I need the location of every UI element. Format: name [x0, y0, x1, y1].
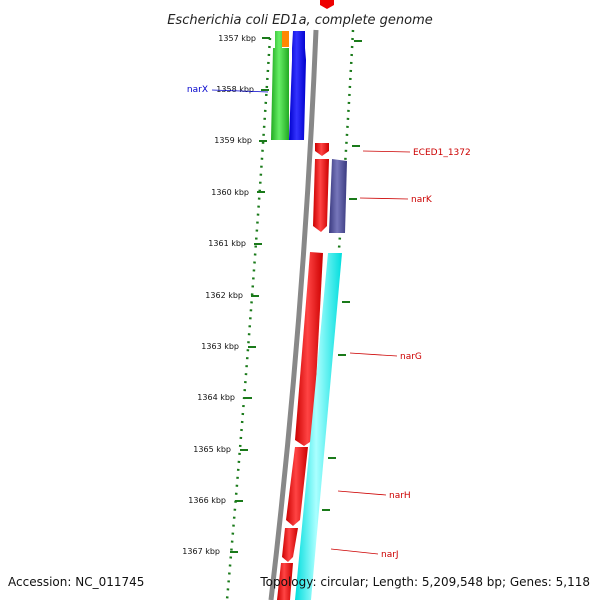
tick-label: 1367 kbp	[182, 547, 220, 556]
tick-label: 1362 kbp	[205, 291, 243, 300]
narX-leader	[211, 89, 269, 93]
gene-label-narG: narG	[400, 352, 422, 362]
tick-label: 1361 kbp	[208, 239, 246, 248]
gene-label-narX: narX	[187, 85, 208, 95]
topology-text: Topology: circular; Length: 5,209,548 bp…	[259, 575, 590, 589]
tick-labels: 1357 kbp 1358 kbp 1359 kbp 1360 kbp 1361…	[182, 34, 256, 556]
gene-red-narJ	[282, 528, 298, 562]
tick-label: 1359 kbp	[214, 136, 252, 145]
genome-backbone	[268, 29, 319, 600]
gene-label-ECED1_1372: ECED1_1372	[413, 148, 471, 158]
narK-leader	[359, 197, 409, 200]
tick-label: 1364 kbp	[197, 393, 235, 402]
gene-label-leaders	[211, 89, 411, 555]
gene-narX-blue	[289, 31, 306, 140]
tick-label: 1366 kbp	[188, 496, 226, 505]
gene-label-narJ: narJ	[381, 550, 399, 560]
narH-leader	[337, 490, 387, 496]
gene-ECED1_1372	[315, 143, 329, 156]
gene-red-narG	[295, 252, 323, 446]
gene-orange-segment	[282, 31, 289, 47]
accession-text: Accession: NC_011745	[8, 575, 144, 589]
map-title: Escherichia coli ED1a, complete genome	[167, 13, 433, 28]
tick-marks	[230, 37, 362, 553]
gene-top-red	[320, 0, 334, 9]
gene-red-narK	[313, 159, 329, 232]
gene-label-narK: narK	[411, 195, 433, 205]
left-dotted-track	[225, 37, 272, 600]
ECED1_1372-leader	[362, 150, 411, 153]
tick-label: 1360 kbp	[211, 188, 249, 197]
narJ-leader	[330, 548, 379, 555]
gene-red-bottom	[277, 563, 293, 600]
gene-cyan-track	[295, 253, 342, 600]
tick-label: 1357 kbp	[218, 34, 256, 43]
tick-label: 1363 kbp	[201, 342, 239, 351]
gene-narK-purple	[329, 159, 347, 233]
gene-label-narH: narH	[389, 491, 411, 501]
tick-label: 1358 kbp	[216, 85, 254, 94]
gene-red-narH	[286, 447, 308, 526]
gene-narX-green	[271, 31, 289, 140]
tick-label: 1365 kbp	[193, 445, 231, 454]
narG-leader	[349, 352, 398, 357]
